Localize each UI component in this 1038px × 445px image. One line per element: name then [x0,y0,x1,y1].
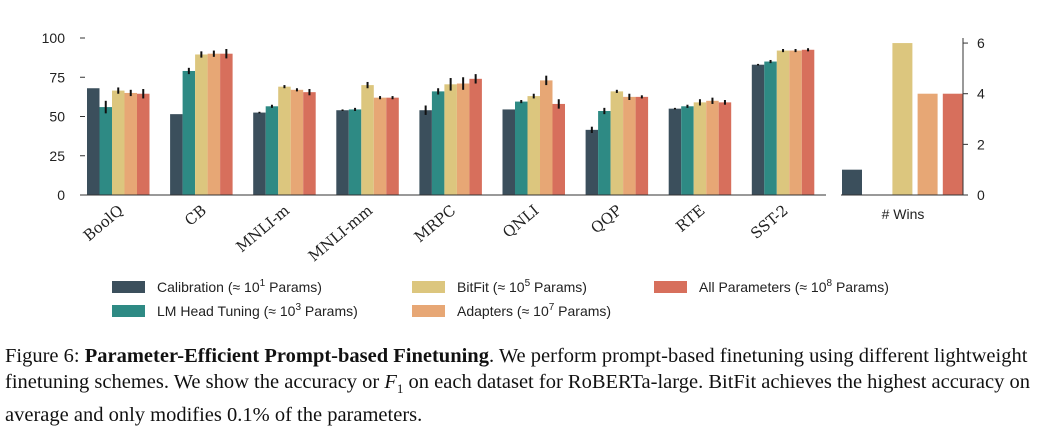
bar [444,84,457,195]
bar [515,101,528,195]
bar [278,86,291,195]
bar [801,49,815,196]
bar [635,96,649,195]
wins-axis-label: # Wins [882,206,925,222]
legend-swatch [112,281,145,293]
bar [373,97,387,195]
figure-caption: Figure 6: Parameter-Efficient Prompt-bas… [5,343,1035,428]
main-y-axis: 0 25 50 75 100 [42,30,85,203]
bar [623,96,636,195]
bar [431,91,445,195]
bar [303,92,316,195]
bar [681,106,694,195]
bar [502,109,515,195]
legend-label: Calibration (≈ 101 Params) [157,278,322,295]
bar [170,114,183,195]
bar [456,83,470,195]
bar [469,78,482,195]
wins-bar [942,93,963,195]
wins-y-axis: 0 2 4 6 [963,35,985,203]
wins-bar [842,169,862,195]
bar [112,90,125,195]
legend-label: LM Head Tuning (≈ 103 Params) [157,302,358,319]
bar-chart: 0 25 50 75 100 BoolQ CB MNLI-m MNLI-mm MRPC QNLI Q… [42,30,985,319]
category-label: MNLI-mm [305,201,376,265]
bar [764,61,777,195]
bar [253,112,266,195]
bar [668,108,682,195]
bar [751,64,765,195]
y2-tick-label: 2 [977,136,985,152]
bar [220,53,233,196]
y2-tick-label: 0 [977,187,985,203]
bar [290,89,304,195]
bar [540,80,553,195]
bar [419,110,432,195]
y-tick-label: 25 [49,148,65,164]
bar [598,111,611,195]
wins-bars: # Wins [842,43,963,222]
y-tick-label: 50 [49,109,65,125]
bar [124,92,137,195]
category-label: SST-2 [747,201,791,242]
wins-bar [917,93,938,195]
legend-label: BitFit (≈ 105 Params) [457,278,587,295]
bar [99,107,112,195]
bar [610,91,624,195]
bar [336,110,349,195]
y2-tick-label: 4 [977,86,985,102]
caption-text-2: on each dataset for RoBERTa-large. BitFi… [5,371,1030,427]
category-label: QNLI [499,201,542,241]
bar [207,53,221,196]
bar [182,70,196,195]
main-bars [87,48,815,196]
caption-title: Parameter-Efficient Prompt-based Finetun… [84,345,489,367]
caption-text-1: . We perform prompt-based finetuning usi… [5,345,1028,393]
bar [718,102,732,195]
category-label: BoolQ [80,201,127,244]
category-labels: BoolQ CB MNLI-m MNLI-mm MRPC QNLI QQP RTE SST-2 [80,201,792,265]
y-tick-label: 75 [49,69,65,85]
category-label: MNLI-m [233,201,293,256]
category-label: QQP [587,201,625,237]
legend-swatch [654,281,687,293]
bar [87,88,100,195]
f1-symbol: F [384,371,397,393]
category-label: CB [181,201,210,229]
bar [552,103,565,195]
bar [789,50,802,196]
legend-swatch [412,281,445,293]
y-tick-label: 100 [42,30,66,46]
legend: Calibration (≈ 101 Params) LM Head Tuning… [112,278,889,319]
bar [386,97,399,195]
y2-tick-label: 6 [977,35,985,51]
bar [776,50,790,196]
y-tick-label: 0 [57,187,65,203]
f1-subscript: 1 [396,381,404,397]
legend-label: Adapters (≈ 107 Params) [457,302,611,319]
bar [693,102,707,195]
bar [361,85,374,195]
category-label: MRPC [411,201,460,246]
bar [527,96,540,195]
caption-prefix: Figure 6: [5,345,85,367]
category-label: RTE [672,201,708,235]
bar [137,93,150,195]
bar [585,129,599,195]
bar [706,100,719,195]
bar [265,106,279,195]
bar [195,54,208,195]
legend-label: All Parameters (≈ 108 Params) [699,278,889,295]
legend-swatch [112,305,145,317]
bar [348,109,362,195]
legend-swatch [412,305,445,317]
wins-bar [892,43,913,196]
